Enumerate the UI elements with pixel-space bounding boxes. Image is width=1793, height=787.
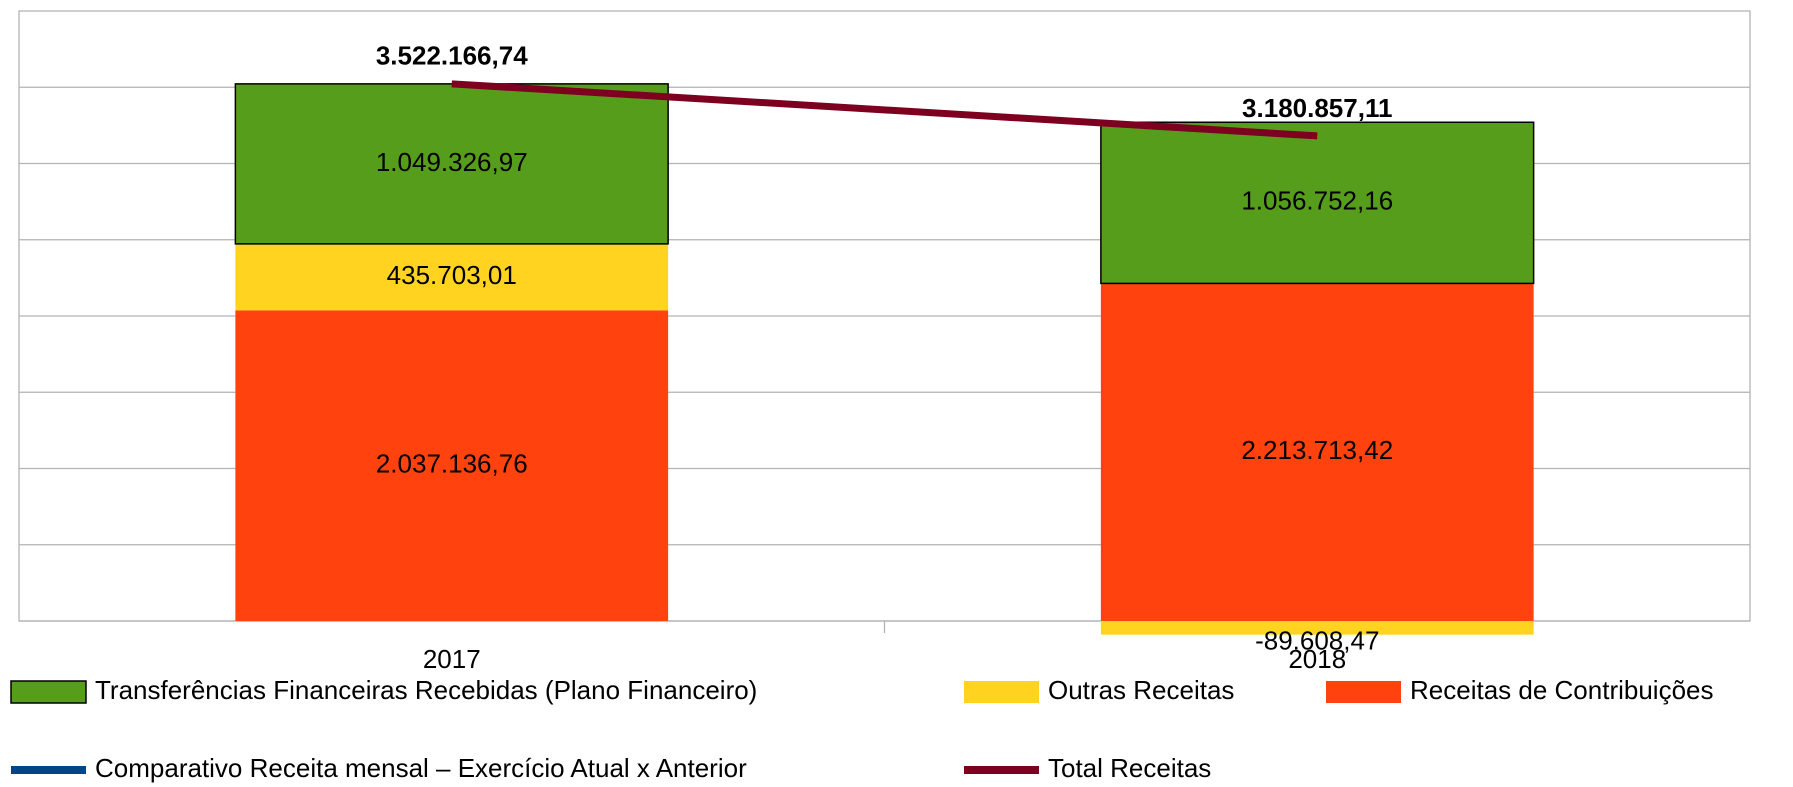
data-label: 2.213.713,42 (1241, 435, 1393, 465)
legend-label: Receitas de Contribuições (1410, 675, 1714, 705)
legend-label: Comparativo Receita mensal – Exercício A… (95, 753, 747, 783)
x-tick-label: 2017 (423, 644, 481, 674)
line (451, 80, 1318, 140)
legend-label: Transferências Financeiras Recebidas (Pl… (95, 675, 757, 705)
legend-swatch (964, 681, 1039, 703)
legend-swatch (10, 680, 87, 704)
data-label: 3.522.166,74 (376, 41, 528, 71)
bar (1100, 121, 1535, 285)
x-tick-label: 2018 (1288, 644, 1346, 674)
data-label: 3.180.857,11 (1242, 93, 1392, 123)
data-label: -89.608,47 (1255, 626, 1379, 656)
data-label: 2.037.136,76 (376, 449, 528, 479)
bar (1100, 283, 1534, 621)
legend-label: Outras Receitas (1048, 675, 1234, 705)
bar (235, 243, 669, 311)
legend-swatch (1326, 681, 1401, 703)
bar (234, 83, 669, 245)
data-label: 1.049.326,97 (376, 147, 528, 177)
legend-label: Total Receitas (1048, 753, 1211, 783)
bar (1100, 621, 1534, 635)
data-label: 435.703,01 (387, 260, 517, 290)
data-label: 1.056.752,16 (1241, 186, 1393, 216)
bar (235, 310, 669, 621)
